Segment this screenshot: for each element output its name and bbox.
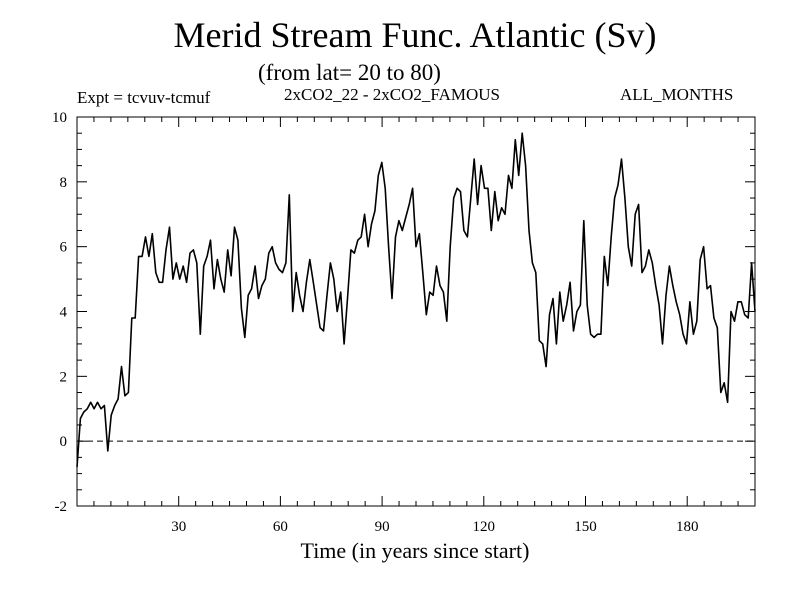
period-label: ALL_MONTHS bbox=[620, 85, 734, 104]
experiment-label: Expt = tcvuv-tcmuf bbox=[77, 88, 211, 107]
series-line bbox=[76, 132, 756, 468]
y-tick-label: -2 bbox=[55, 499, 68, 515]
x-tick-label: 120 bbox=[473, 519, 496, 535]
x-tick-label: 150 bbox=[574, 519, 597, 535]
x-tick-label: 90 bbox=[375, 519, 390, 535]
x-tick-label: 60 bbox=[273, 519, 288, 535]
y-tick-label: 6 bbox=[60, 240, 68, 256]
difference-label: 2xCO2_22 - 2xCO2_FAMOUS bbox=[284, 85, 500, 104]
y-tick-label: 8 bbox=[60, 175, 68, 191]
y-tick-label: 4 bbox=[60, 305, 68, 321]
x-tick-label: 30 bbox=[171, 519, 186, 535]
y-tick-label: 10 bbox=[52, 110, 67, 126]
x-axis-label: Time (in years since start) bbox=[300, 538, 530, 563]
y-tick-label: 0 bbox=[60, 434, 68, 450]
chart-title: Merid Stream Func. Atlantic (Sv) bbox=[173, 15, 657, 55]
y-tick-label: 2 bbox=[60, 369, 68, 385]
plot-frame bbox=[76, 116, 756, 507]
chart-subtitle: (from lat= 20 to 80) bbox=[258, 60, 441, 85]
x-tick-label: 180 bbox=[676, 519, 699, 535]
